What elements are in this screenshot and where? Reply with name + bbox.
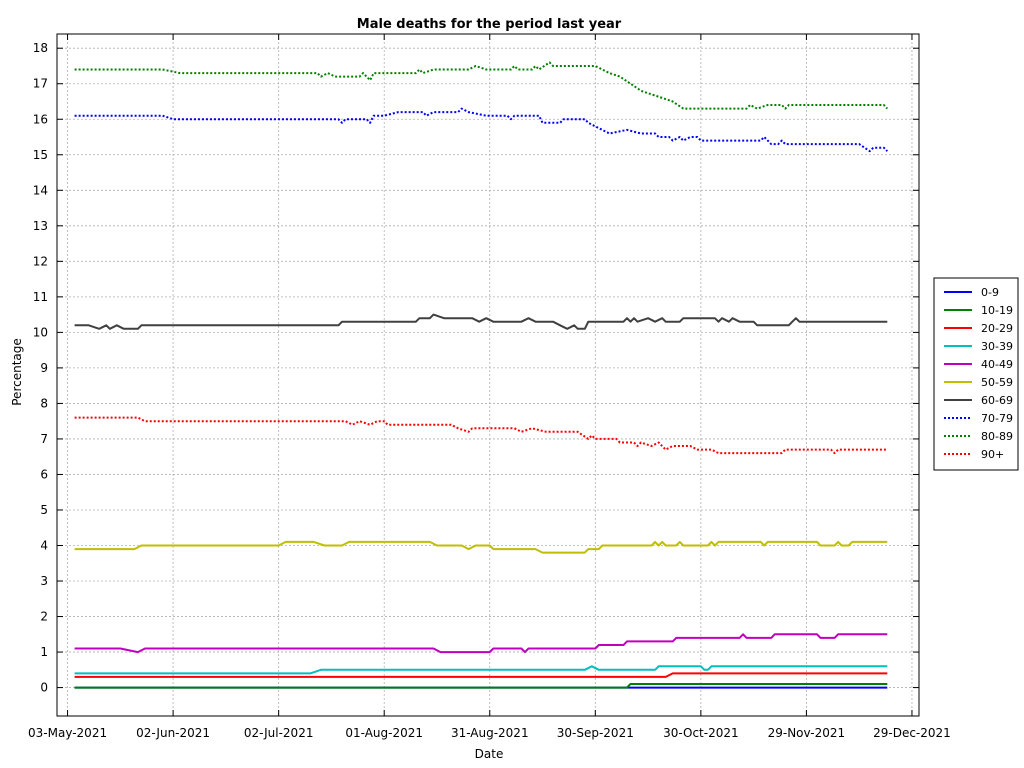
y-tick-label: 10 (33, 325, 48, 339)
y-tick-label: 18 (33, 41, 48, 55)
series-line-90+ (74, 416, 888, 455)
legend-label: 70-79 (981, 412, 1013, 425)
x-tick-label: 02-Jul-2021 (244, 726, 314, 740)
y-tick-label: 12 (33, 254, 48, 268)
y-tick-label: 8 (40, 396, 48, 410)
x-axis-label: Date (475, 747, 504, 761)
y-tick-label: 14 (33, 183, 48, 197)
plot-frame (56, 33, 920, 717)
legend-label: 90+ (981, 448, 1004, 461)
y-tick-label: 0 (40, 681, 48, 695)
x-tick-label: 29-Dec-2021 (873, 726, 951, 740)
plot-series (74, 61, 889, 689)
x-tick-label: 31-Aug-2021 (451, 726, 529, 740)
y-tick-label: 17 (33, 77, 48, 91)
series-line-50-59 (74, 540, 888, 554)
legend: 0-9 10-19 20-29 30-39 40-49 50-59 60-69 70-79 80… (933, 277, 1019, 471)
legend-label: 60-69 (981, 394, 1013, 407)
y-tick-label: 13 (33, 219, 48, 233)
legend-label: 30-39 (981, 340, 1013, 353)
y-tick-label: 7 (40, 432, 48, 446)
legend-label: 80-89 (981, 430, 1013, 443)
grid (57, 34, 919, 716)
x-tick-label: 30-Sep-2021 (557, 726, 634, 740)
legend-label: 0-9 (981, 286, 999, 299)
y-tick-label: 15 (33, 148, 48, 162)
x-tick-label: 30-Oct-2021 (663, 726, 739, 740)
x-tick-label: 02-Jun-2021 (136, 726, 210, 740)
series-line-80-89 (74, 61, 889, 110)
legend-label: 40-49 (981, 358, 1013, 371)
y-tick-label: 3 (40, 574, 48, 588)
x-tick-label: 03-May-2021 (28, 726, 107, 740)
y-tick-label: 1 (40, 645, 48, 659)
series-line-70-79 (74, 107, 889, 153)
legend-label: 20-29 (981, 322, 1013, 335)
series-line-40-49 (74, 633, 888, 654)
y-tick-label: 5 (40, 503, 48, 517)
series-line-30-39 (74, 665, 888, 675)
series-line-20-29 (74, 672, 888, 678)
y-tick-label: 11 (33, 290, 48, 304)
y-axis-label: Percentage (10, 338, 24, 406)
y-tick-label: 2 (40, 610, 48, 624)
y-tick-label: 16 (33, 112, 48, 126)
y-tick-label: 4 (40, 539, 48, 553)
y-tick-label: 6 (40, 467, 48, 481)
x-tick-label: 29-Nov-2021 (768, 726, 846, 740)
chart-title: Male deaths for the period last year (357, 17, 622, 32)
series-line-10-19 (74, 683, 888, 689)
legend-label: 50-59 (981, 376, 1013, 389)
series-line-60-69 (74, 313, 888, 330)
legend-label: 10-19 (981, 304, 1013, 317)
y-tick-label: 9 (40, 361, 48, 375)
x-tick-label: 01-Aug-2021 (345, 726, 423, 740)
